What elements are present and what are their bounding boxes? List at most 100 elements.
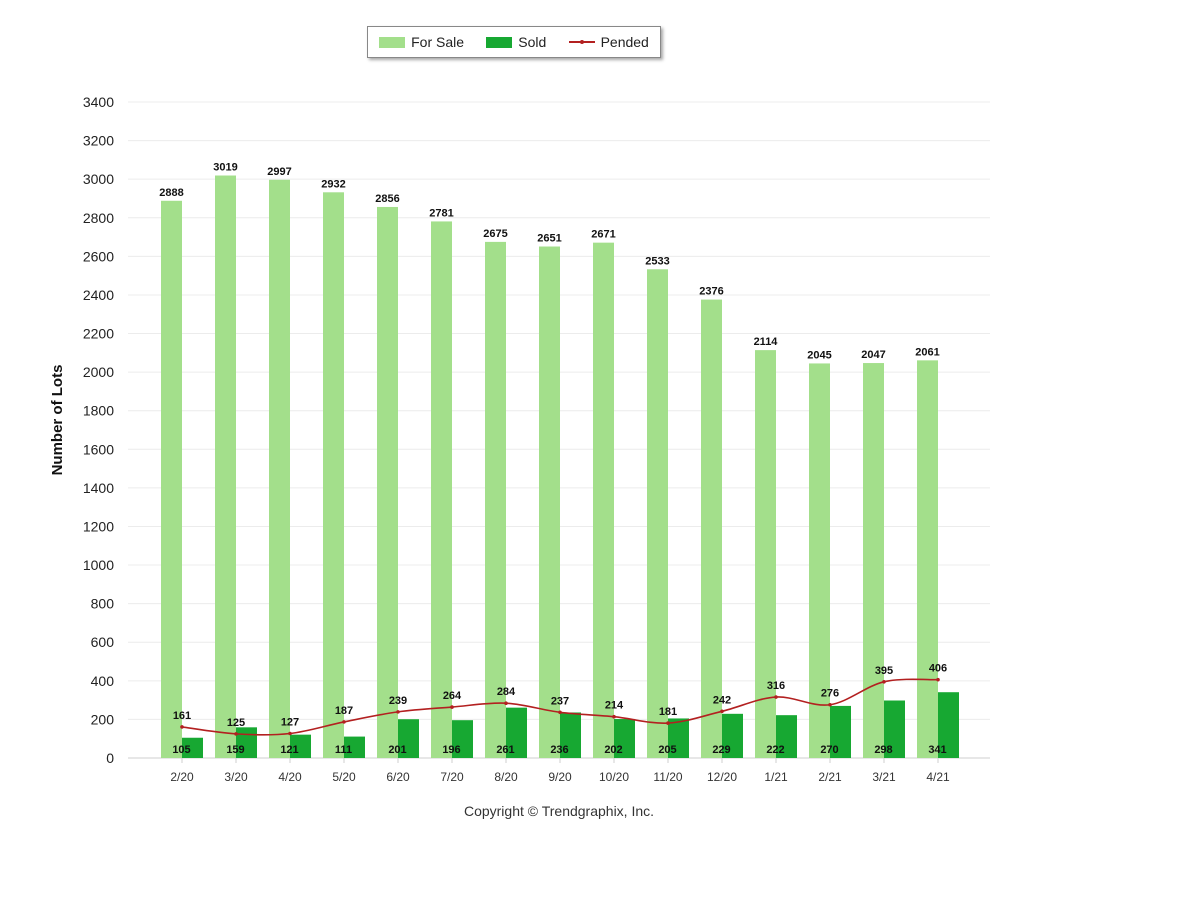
pended-point — [450, 705, 454, 709]
x-tick-label: 3/20 — [224, 770, 248, 784]
bar-sold — [722, 713, 743, 758]
data-label-sold: 202 — [604, 744, 622, 756]
legend-item-pended: Pended — [568, 34, 649, 50]
bar-for-sale — [161, 200, 182, 758]
bar-sold — [506, 707, 527, 758]
bar-sold — [290, 734, 311, 758]
legend-swatch-for-sale — [379, 36, 406, 48]
y-tick-label: 200 — [91, 711, 115, 727]
bar-sold — [452, 720, 473, 758]
data-label-pended: 406 — [929, 663, 947, 675]
legend-swatch-pended — [568, 40, 595, 44]
data-label-sold: 270 — [820, 744, 838, 756]
x-tick-label: 6/20 — [386, 770, 410, 784]
legend: For Sale Sold Pended — [367, 26, 661, 58]
data-label-sold: 196 — [442, 744, 460, 756]
data-label-pended: 125 — [227, 717, 245, 729]
y-tick-label: 2000 — [83, 364, 114, 380]
y-tick-label: 600 — [91, 634, 115, 650]
data-label-pended: 239 — [389, 695, 407, 707]
x-tick-labels: 2/20 3/20 4/20 5/20 6/20 7/20 8/20 9/20 10/20 11/… — [170, 770, 950, 784]
data-label-for-sale: 2114 — [754, 336, 779, 348]
data-label-for-sale: 2533 — [645, 255, 669, 267]
pended-point — [396, 710, 400, 714]
y-tick-label: 1000 — [83, 557, 114, 573]
data-label-for-sale: 2781 — [429, 207, 453, 219]
pended-point — [882, 679, 886, 684]
bar-sold — [614, 719, 635, 758]
data-label-sold: 261 — [496, 744, 514, 756]
bar-for-sale — [863, 363, 884, 758]
y-tick-label: 1400 — [83, 480, 114, 496]
y-tick-label: 2200 — [83, 326, 114, 342]
legend-label-for-sale: For Sale — [411, 34, 465, 50]
y-tick-label: 2600 — [83, 248, 114, 264]
line-layer — [180, 677, 940, 736]
data-label-for-sale: 2671 — [591, 229, 615, 241]
y-tick-label: 3400 — [83, 94, 114, 110]
pended-point — [234, 732, 238, 736]
pended-point — [342, 720, 346, 724]
data-label-pended: 395 — [875, 665, 893, 677]
data-label-pended: 187 — [335, 705, 353, 717]
pended-point — [558, 710, 562, 715]
legend-label-pended: Pended — [600, 34, 649, 50]
bar-for-sale — [323, 192, 344, 759]
bar-for-sale — [917, 360, 938, 758]
data-label-sold: 105 — [172, 744, 190, 756]
x-tick-label: 2/20 — [170, 770, 194, 784]
pended-point — [828, 702, 832, 707]
bar-for-sale — [485, 241, 506, 759]
data-label-for-sale: 2856 — [375, 193, 399, 205]
pended-point — [504, 701, 508, 706]
bar-sold — [344, 736, 365, 758]
x-tick-label: 1/21 — [764, 770, 788, 784]
pended-point — [720, 709, 724, 714]
y-tick-label: 2800 — [83, 210, 114, 226]
data-label-pended: 181 — [659, 706, 677, 718]
bar-for-sale — [647, 269, 668, 758]
bar-sold — [884, 700, 905, 758]
bar-sold — [830, 705, 851, 758]
bar-sold — [182, 737, 203, 758]
bar-for-sale — [755, 350, 776, 758]
data-label-layer: 2888 3019 2997 2932 2856 2781 2675 2651 2671 2533… — [159, 162, 947, 756]
x-tick-label: 4/21 — [926, 770, 950, 784]
data-label-sold: 201 — [388, 744, 406, 756]
y-tick-label: 0 — [106, 750, 114, 766]
y-tick-label: 1200 — [83, 518, 114, 534]
bar-sold — [938, 692, 959, 758]
data-label-pended: 214 — [605, 700, 624, 712]
pended-point — [180, 725, 184, 729]
data-label-pended: 264 — [443, 690, 462, 702]
data-label-sold: 159 — [226, 744, 244, 756]
data-label-for-sale: 2061 — [915, 346, 939, 358]
data-label-for-sale: 2376 — [699, 286, 723, 298]
data-label-for-sale: 2997 — [267, 166, 291, 178]
bar-for-sale — [377, 206, 398, 758]
data-label-sold: 341 — [928, 744, 946, 756]
y-tick-label: 400 — [91, 673, 115, 689]
pended-point — [666, 721, 670, 725]
data-label-for-sale: 2888 — [159, 187, 183, 199]
data-label-sold: 222 — [766, 744, 784, 756]
data-label-sold: 298 — [874, 744, 892, 756]
bar-sold — [398, 719, 419, 758]
y-tick-label: 3000 — [83, 171, 114, 187]
data-label-pended: 284 — [497, 686, 516, 698]
x-tick-label: 8/20 — [494, 770, 518, 784]
bar-sold — [776, 715, 797, 758]
data-label-for-sale: 2047 — [861, 349, 885, 361]
bar-for-sale — [215, 175, 236, 758]
data-label-for-sale: 2932 — [321, 178, 345, 190]
x-tick-label: 11/20 — [653, 770, 682, 784]
pended-point — [936, 677, 940, 682]
legend-item-sold: Sold — [486, 34, 546, 50]
x-tick-label: 7/20 — [440, 770, 464, 784]
legend-label-sold: Sold — [518, 34, 547, 50]
bar-layer — [161, 175, 959, 759]
bar-for-sale — [593, 242, 614, 758]
y-tick-label: 2400 — [83, 287, 114, 303]
data-label-pended: 237 — [551, 695, 569, 707]
